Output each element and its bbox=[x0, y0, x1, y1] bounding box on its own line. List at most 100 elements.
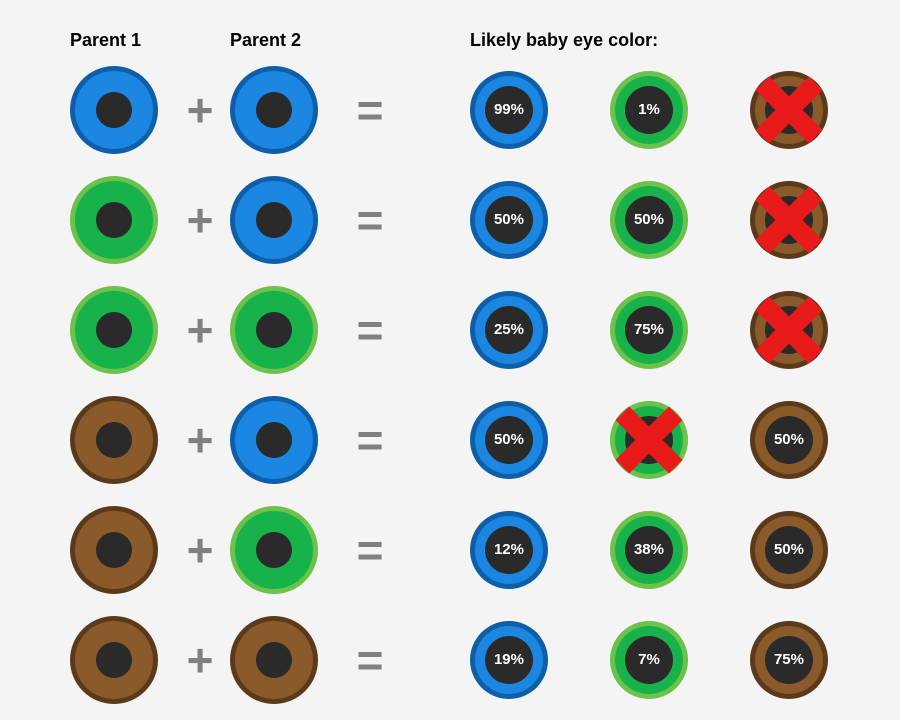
outcome-brown-eye-iris bbox=[755, 76, 824, 145]
header-parent1: Parent 1 bbox=[70, 30, 141, 51]
parent1-eye-green bbox=[70, 286, 158, 374]
outcome-green-eye-pupil bbox=[625, 416, 673, 464]
header-likely: Likely baby eye color: bbox=[470, 30, 658, 51]
parent1-eye-brown-pupil bbox=[96, 642, 133, 679]
outcome-blue-eye: 99% bbox=[470, 71, 548, 149]
outcome-brown-eye-pupil bbox=[765, 86, 813, 134]
plus-operator: + bbox=[180, 60, 220, 160]
outcome-green-eye-iris: 50% bbox=[615, 186, 684, 255]
outcome-brown-eye-iris bbox=[755, 296, 824, 365]
parent1-eye-green-iris bbox=[75, 181, 152, 258]
outcome-brown-eye: 50% bbox=[750, 401, 828, 479]
outcome-blue-eye-iris: 99% bbox=[475, 76, 544, 145]
outcome-blue-eye: 19% bbox=[470, 621, 548, 699]
outcome-brown-eye: 75% bbox=[750, 621, 828, 699]
outcome-green-eye-pupil: 75% bbox=[625, 306, 673, 354]
outcome-brown-eye-pct: 50% bbox=[774, 541, 804, 558]
parent2-eye-blue-iris bbox=[235, 181, 312, 258]
outcome-green-eye: 7% bbox=[610, 621, 688, 699]
equals-operator: = bbox=[345, 170, 395, 270]
outcome-blue-eye-pupil: 25% bbox=[485, 306, 533, 354]
row-2: + = 50% 50% bbox=[0, 170, 900, 270]
outcome-green-eye-iris bbox=[615, 406, 684, 475]
outcome-green-eye-pct: 50% bbox=[634, 211, 664, 228]
parent2-eye-brown bbox=[230, 616, 318, 704]
outcome-green-eye bbox=[610, 401, 688, 479]
outcome-green-eye-pupil: 50% bbox=[625, 196, 673, 244]
outcome-blue-eye-pupil: 99% bbox=[485, 86, 533, 134]
outcome-green-eye-pct: 1% bbox=[638, 101, 660, 118]
equals-operator: = bbox=[345, 280, 395, 380]
outcome-green-eye-pct: 75% bbox=[634, 321, 664, 338]
outcome-blue-eye: 50% bbox=[470, 181, 548, 259]
outcome-green-eye-iris: 75% bbox=[615, 296, 684, 365]
outcome-brown-eye bbox=[750, 181, 828, 259]
parent2-eye-green-iris bbox=[235, 511, 312, 588]
parent2-eye-green-pupil bbox=[256, 312, 293, 349]
outcome-green-eye: 38% bbox=[610, 511, 688, 589]
parent1-eye-green-iris bbox=[75, 291, 152, 368]
outcome-blue-eye-pct: 99% bbox=[494, 101, 524, 118]
parent1-eye-brown-pupil bbox=[96, 422, 133, 459]
plus-operator: + bbox=[180, 170, 220, 270]
parent2-eye-blue-iris bbox=[235, 71, 312, 148]
row-4: +=50%50% bbox=[0, 390, 900, 490]
row-6: + = 19% 7% 75% bbox=[0, 610, 900, 710]
plus-operator: + bbox=[180, 610, 220, 710]
outcome-green-eye-pupil: 1% bbox=[625, 86, 673, 134]
parent1-eye-green-pupil bbox=[96, 312, 133, 349]
outcome-green-eye-iris: 1% bbox=[615, 76, 684, 145]
parent1-eye-brown bbox=[70, 616, 158, 704]
parent2-eye-blue bbox=[230, 176, 318, 264]
outcome-brown-eye-iris: 75% bbox=[755, 626, 824, 695]
header-parent2: Parent 2 bbox=[230, 30, 301, 51]
outcome-blue-eye-pupil: 12% bbox=[485, 526, 533, 574]
parent2-eye-blue bbox=[230, 66, 318, 154]
parent2-eye-brown-pupil bbox=[256, 642, 293, 679]
outcome-blue-eye-iris: 25% bbox=[475, 296, 544, 365]
parent1-eye-green bbox=[70, 176, 158, 264]
outcome-brown-eye: 50% bbox=[750, 511, 828, 589]
equals-operator: = bbox=[345, 610, 395, 710]
outcome-brown-eye-pupil bbox=[765, 306, 813, 354]
outcome-brown-eye bbox=[750, 71, 828, 149]
outcome-blue-eye-iris: 50% bbox=[475, 406, 544, 475]
outcome-green-eye-iris: 7% bbox=[615, 626, 684, 695]
outcome-brown-eye-pct: 75% bbox=[774, 651, 804, 668]
outcome-green-eye-pct: 38% bbox=[634, 541, 664, 558]
outcome-blue-eye-pct: 19% bbox=[494, 651, 524, 668]
equals-operator: = bbox=[345, 500, 395, 600]
outcome-green-eye-pupil: 7% bbox=[625, 636, 673, 684]
plus-operator: + bbox=[180, 500, 220, 600]
outcome-green-eye: 1% bbox=[610, 71, 688, 149]
parent1-eye-brown-iris bbox=[75, 621, 152, 698]
outcome-brown-eye-pupil bbox=[765, 196, 813, 244]
parent1-eye-blue bbox=[70, 66, 158, 154]
outcome-blue-eye-iris: 50% bbox=[475, 186, 544, 255]
plus-operator: + bbox=[180, 390, 220, 490]
outcome-brown-eye-iris: 50% bbox=[755, 516, 824, 585]
outcome-blue-eye: 25% bbox=[470, 291, 548, 369]
parent2-eye-blue-pupil bbox=[256, 202, 293, 239]
parent2-eye-green-iris bbox=[235, 291, 312, 368]
outcome-blue-eye-pct: 25% bbox=[494, 321, 524, 338]
outcome-brown-eye-pupil: 50% bbox=[765, 526, 813, 574]
outcome-brown-eye-pct: 50% bbox=[774, 431, 804, 448]
parent1-eye-brown-iris bbox=[75, 511, 152, 588]
outcome-green-eye-pupil: 38% bbox=[625, 526, 673, 574]
row-3: + = 25% 75% bbox=[0, 280, 900, 380]
outcome-blue-eye: 50% bbox=[470, 401, 548, 479]
eye-color-infographic: Parent 1 Parent 2 Likely baby eye color: + =… bbox=[0, 0, 900, 720]
parent1-eye-brown bbox=[70, 396, 158, 484]
outcome-blue-eye-pct: 50% bbox=[494, 211, 524, 228]
outcome-blue-eye-iris: 19% bbox=[475, 626, 544, 695]
outcome-blue-eye: 12% bbox=[470, 511, 548, 589]
parent2-eye-blue-pupil bbox=[256, 422, 293, 459]
outcome-brown-eye-pupil: 75% bbox=[765, 636, 813, 684]
parent2-eye-blue-pupil bbox=[256, 92, 293, 129]
plus-operator: + bbox=[180, 280, 220, 380]
row-1: +=99%1% bbox=[0, 60, 900, 160]
outcome-blue-eye-pct: 50% bbox=[494, 431, 524, 448]
parent1-eye-brown bbox=[70, 506, 158, 594]
outcome-green-eye-iris: 38% bbox=[615, 516, 684, 585]
